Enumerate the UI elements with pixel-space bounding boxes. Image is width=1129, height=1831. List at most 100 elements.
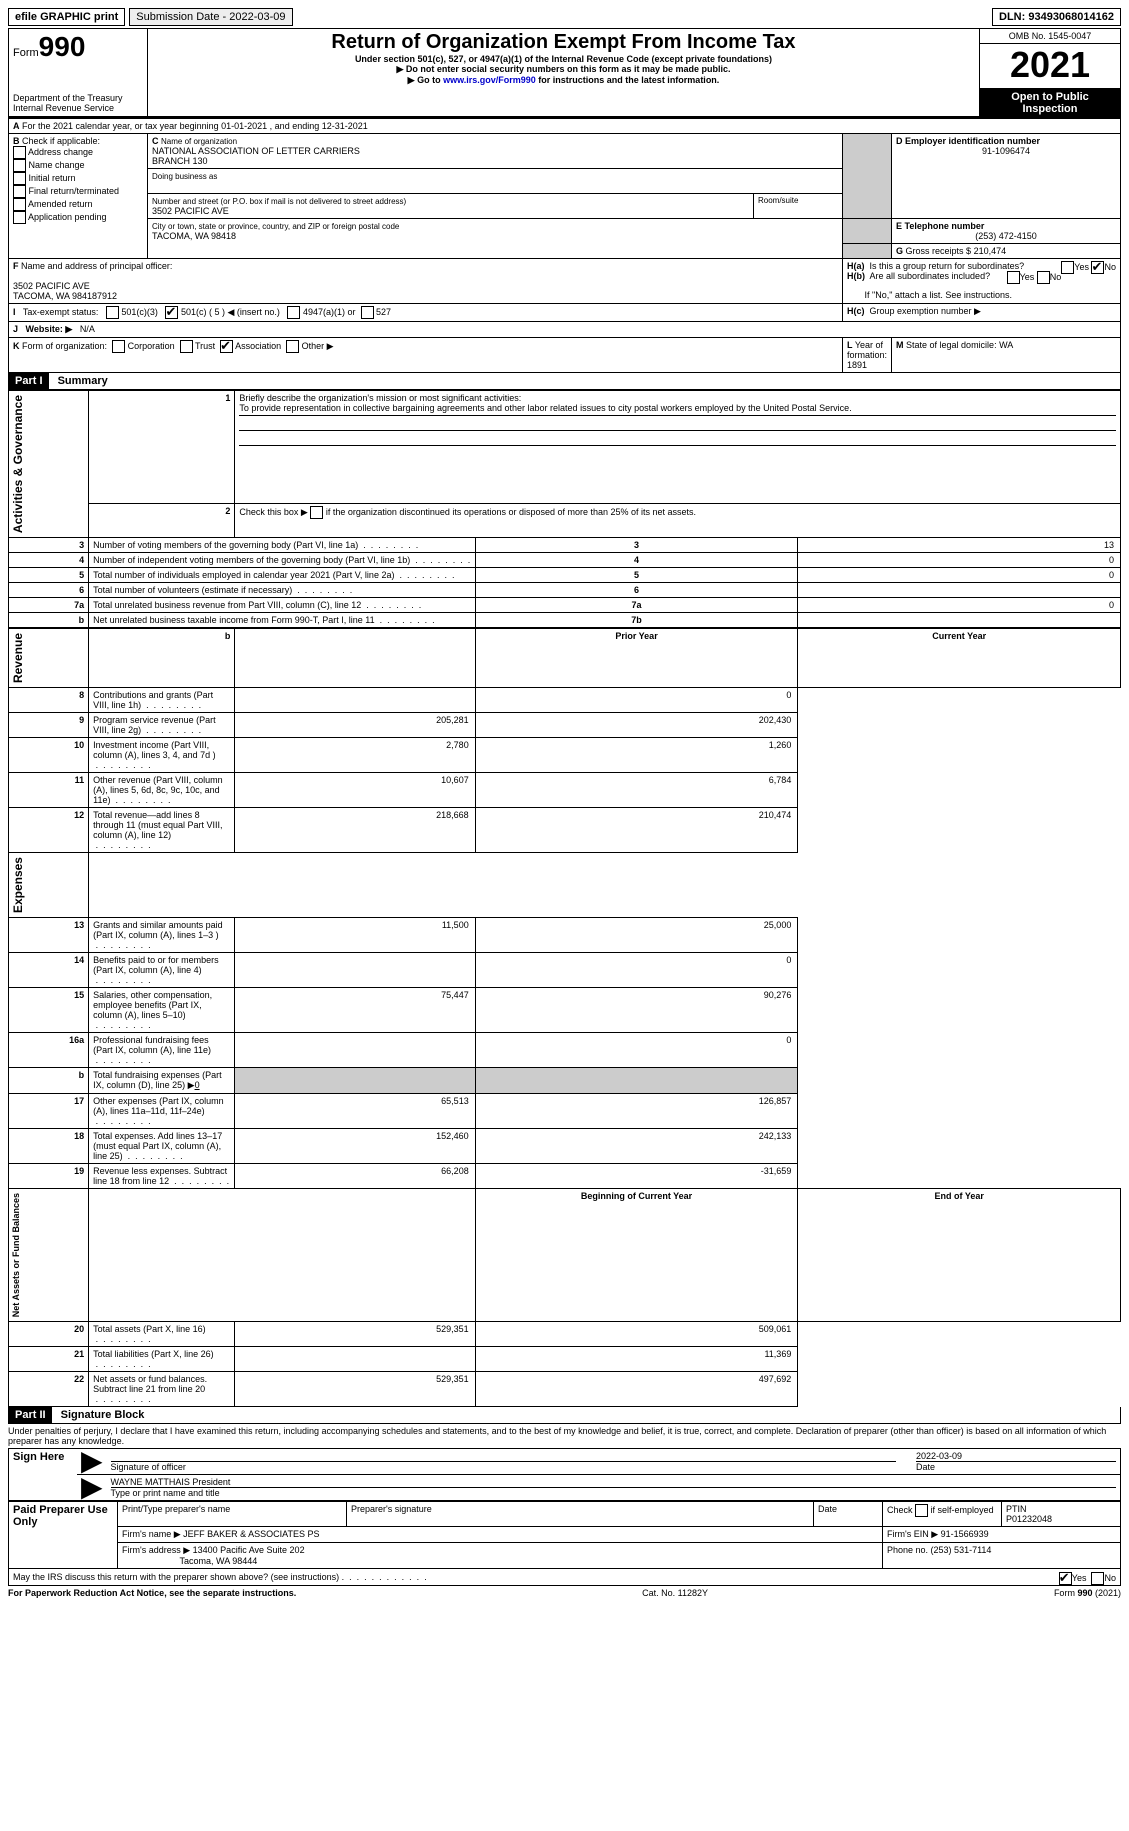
current-year: -31,659 <box>475 1164 798 1189</box>
b-opt-checkbox[interactable] <box>13 172 26 185</box>
hb-text: Are all subordinates included? <box>870 271 991 281</box>
current-year: 11,369 <box>475 1347 798 1372</box>
officer-label: Name and address of principal officer: <box>21 261 172 271</box>
mission: To provide representation in collective … <box>239 403 851 413</box>
line-num: 15 <box>9 988 89 1033</box>
form-word: Form <box>13 47 39 59</box>
note2-post: for instructions and the latest informat… <box>536 75 720 85</box>
org-name-1: NATIONAL ASSOCIATION OF LETTER CARRIERS <box>152 146 360 156</box>
prep-phone: (253) 531-7114 <box>931 1545 992 1555</box>
phone: (253) 472-4150 <box>896 231 1116 241</box>
ha-no[interactable] <box>1091 261 1104 274</box>
current-year: 210,474 <box>475 808 798 853</box>
b-opt-checkbox[interactable] <box>13 146 26 159</box>
summary-row: 18Total expenses. Add lines 13–17 (must … <box>9 1129 1121 1164</box>
line-num: 20 <box>9 1322 89 1347</box>
cb-501c[interactable] <box>165 306 178 319</box>
irs-link[interactable]: www.irs.gov/Form990 <box>443 75 536 85</box>
k-opt-checkbox[interactable] <box>220 340 233 353</box>
k-opt-checkbox[interactable] <box>180 340 193 353</box>
firm-addr-label: Firm's address ▶ <box>122 1545 193 1555</box>
summary-row: 16aProfessional fundraising fees (Part I… <box>9 1033 1121 1068</box>
label-b: B <box>13 136 20 146</box>
dln-value: 93493068014162 <box>1028 11 1114 23</box>
prep-date-label: Date <box>818 1504 837 1514</box>
hb-no[interactable] <box>1037 271 1050 284</box>
summary-row: 10Investment income (Part VIII, column (… <box>9 738 1121 773</box>
b-opt-checkbox[interactable] <box>13 198 26 211</box>
line-num: b <box>9 613 89 628</box>
label-g: G <box>896 246 903 256</box>
line-num: 6 <box>9 583 89 598</box>
part1-title: Summary <box>52 373 114 389</box>
room-label: Room/suite <box>753 194 842 219</box>
check-applicable: Check if applicable: <box>22 136 100 146</box>
line-box: 7b <box>475 613 798 628</box>
phone-label: Phone no. <box>887 1545 931 1555</box>
summary-row: bTotal fundraising expenses (Part IX, co… <box>9 1068 1121 1094</box>
line-text: Grants and similar amounts paid (Part IX… <box>89 918 235 953</box>
col-boy: Beginning of Current Year <box>475 1189 798 1322</box>
note2-pre: Go to <box>417 75 443 85</box>
tax-period: For the 2021 calendar year, or tax year … <box>22 121 368 131</box>
label-hc: H(c) <box>847 306 865 316</box>
line-num: 19 <box>9 1164 89 1189</box>
cb-501c3[interactable] <box>106 306 119 319</box>
b-opt-checkbox[interactable] <box>13 159 26 172</box>
summary-row: 5Total number of individuals employed in… <box>9 568 1121 583</box>
label-i: I <box>13 307 16 317</box>
line-text: Total expenses. Add lines 13–17 (must eq… <box>89 1129 235 1164</box>
current-year: 1,260 <box>475 738 798 773</box>
label-m: M <box>896 340 904 350</box>
line-text: Number of voting members of the governin… <box>89 538 476 553</box>
officer-addr2: TACOMA, WA 984187912 <box>13 291 117 301</box>
discuss-no[interactable] <box>1091 1572 1104 1585</box>
line-num: 3 <box>9 538 89 553</box>
l2-post: if the organization discontinued its ope… <box>326 507 696 517</box>
cb-4947[interactable] <box>287 306 300 319</box>
line-box: 5 <box>475 568 798 583</box>
summary-row: 19Revenue less expenses. Subtract line 1… <box>9 1164 1121 1189</box>
line-value: 0 <box>798 553 1121 568</box>
line-text: Total unrelated business revenue from Pa… <box>89 598 476 613</box>
current-year <box>475 1068 798 1094</box>
b-opt-checkbox[interactable] <box>13 185 26 198</box>
line-box: 6 <box>475 583 798 598</box>
l2-num: 2 <box>89 504 235 538</box>
line-text: Net assets or fund balances. Subtract li… <box>89 1372 235 1407</box>
line-text: Other expenses (Part IX, column (A), lin… <box>89 1094 235 1129</box>
ptin: P01232048 <box>1006 1514 1052 1524</box>
state-domicile: WA <box>999 340 1013 350</box>
b-opt-checkbox[interactable] <box>13 211 26 224</box>
prior-year <box>235 688 475 713</box>
line-num: 17 <box>9 1094 89 1129</box>
discuss-yes[interactable] <box>1059 1572 1072 1585</box>
open-public: Open to Public Inspection <box>980 88 1121 117</box>
tax-year: 2021 <box>980 44 1120 86</box>
hc-text: Group exemption number ▶ <box>870 306 981 316</box>
summary-row: 3Number of voting members of the governi… <box>9 538 1121 553</box>
hb-yes[interactable] <box>1007 271 1020 284</box>
line-num: 14 <box>9 953 89 988</box>
part2-num: Part II <box>9 1407 52 1423</box>
l2-checkbox[interactable] <box>310 506 323 519</box>
line-box: 7a <box>475 598 798 613</box>
officer-addr1: 3502 PACIFIC AVE <box>13 281 90 291</box>
prior-year: 75,447 <box>235 988 475 1033</box>
k-opt-checkbox[interactable] <box>286 340 299 353</box>
cb-527[interactable] <box>361 306 374 319</box>
firm-addr1: 13400 Pacific Ave Suite 202 <box>193 1545 305 1555</box>
line-text: Total fundraising expenses (Part IX, col… <box>89 1068 235 1094</box>
line-text: Net unrelated business taxable income fr… <box>89 613 476 628</box>
col-prior-year: Prior Year <box>475 629 798 688</box>
col-eoy: End of Year <box>798 1189 1121 1322</box>
self-emp-checkbox[interactable] <box>915 1504 928 1517</box>
summary-row: 21Total liabilities (Part X, line 26) . … <box>9 1347 1121 1372</box>
k-opt-checkbox[interactable] <box>112 340 125 353</box>
line-box: 4 <box>475 553 798 568</box>
line-num: b <box>9 1068 89 1094</box>
submission-box: Submission Date - 2022-03-09 <box>129 8 292 26</box>
ha-yes[interactable] <box>1061 261 1074 274</box>
submission-label: Submission Date - <box>136 11 229 23</box>
part1-num: Part I <box>9 373 49 389</box>
